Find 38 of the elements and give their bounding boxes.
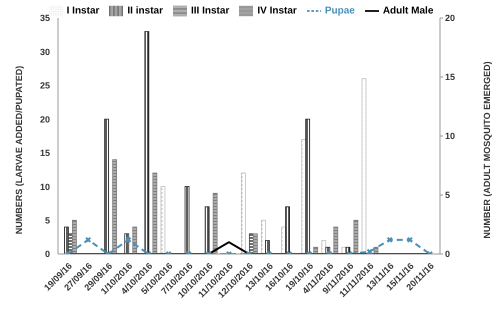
y-tick-label: 0 xyxy=(44,249,50,260)
bar xyxy=(261,220,266,254)
bar xyxy=(362,78,366,254)
bar xyxy=(305,118,310,254)
y2-tick-label: 20 xyxy=(445,13,456,24)
bar xyxy=(252,233,258,254)
y2-tick-label: 10 xyxy=(445,131,456,142)
y-tick-label: 20 xyxy=(40,114,50,124)
bar xyxy=(333,226,338,254)
bar xyxy=(212,192,218,254)
legend-label: I Instar xyxy=(66,6,100,17)
legend-label: Adult Male xyxy=(382,6,434,17)
bar xyxy=(240,172,246,254)
y-tick-label: 30 xyxy=(40,46,50,57)
y-tick-label: 5 xyxy=(44,215,50,226)
bar xyxy=(184,186,190,254)
y-tick-label: 35 xyxy=(40,13,50,24)
bar xyxy=(285,206,290,254)
y-tick-label: 25 xyxy=(40,80,50,91)
y-tick-label: 15 xyxy=(40,148,50,158)
bar xyxy=(152,172,158,254)
y2-tick-label: 15 xyxy=(445,72,456,82)
y-tick-label: 10 xyxy=(40,182,50,192)
bar xyxy=(353,220,358,254)
bar xyxy=(144,31,150,254)
legend-label: IV Instar xyxy=(257,6,297,17)
bar xyxy=(112,159,118,254)
legend-label: Pupae xyxy=(324,6,355,17)
y-axis-title: NUMBERS (LARVAE ADDED/PUPATED) xyxy=(14,66,24,234)
legend-label: II instar xyxy=(127,6,163,17)
y2-tick-label: 0 xyxy=(445,249,450,260)
bar xyxy=(160,186,166,254)
bar xyxy=(204,206,210,254)
bar xyxy=(104,118,110,254)
legend-label: III Instar xyxy=(190,6,230,17)
y2-axis-title: NUMBER (ADULT MOSQUITO EMERGED) xyxy=(482,61,492,239)
bar xyxy=(72,220,77,254)
y2-tick-label: 5 xyxy=(445,190,450,200)
